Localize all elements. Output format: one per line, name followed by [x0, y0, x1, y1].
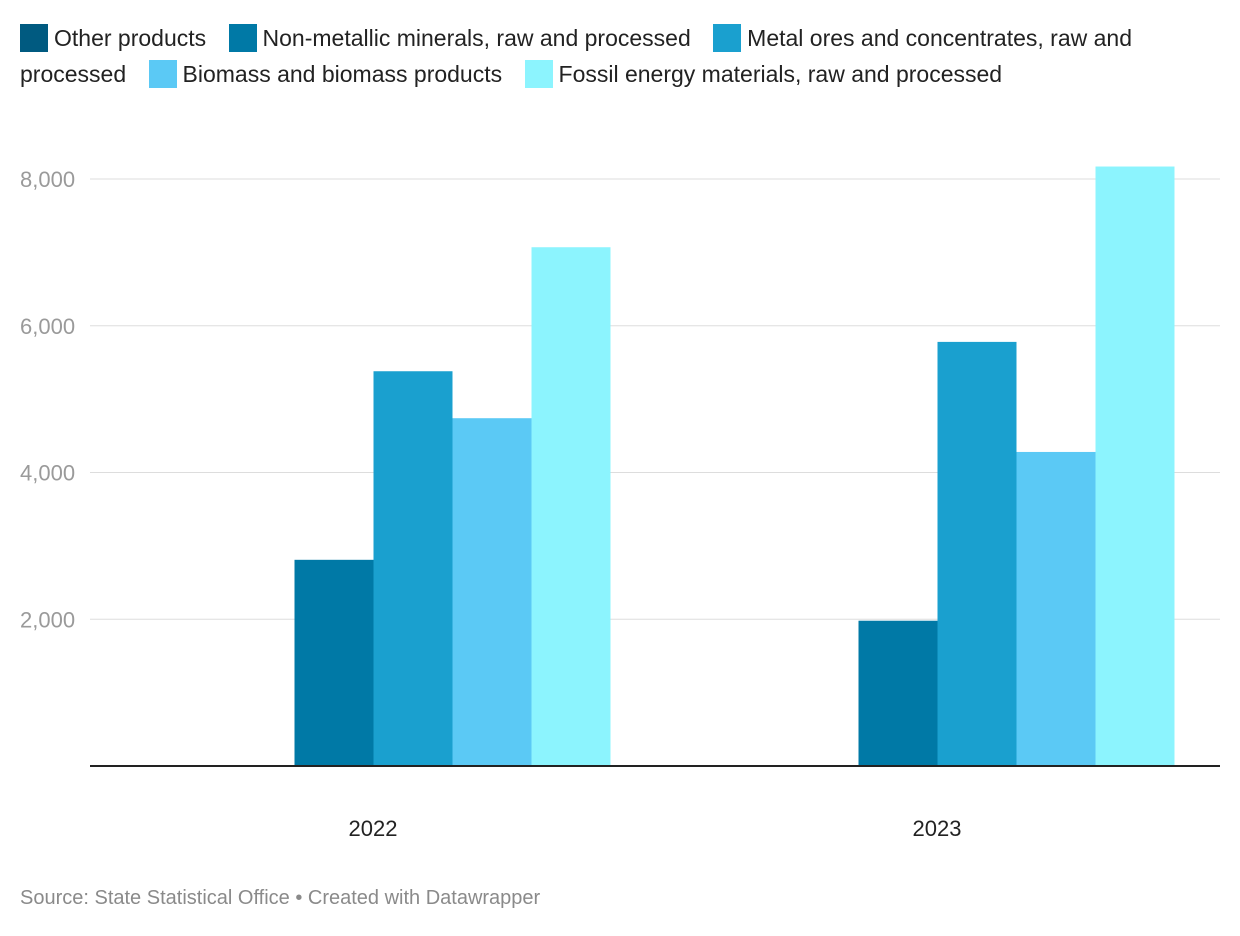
- bar: [373, 371, 453, 766]
- legend-item: Metal ores and concentrates, raw and pro…: [20, 24, 1132, 87]
- chart-legend: Other products Non-metallic minerals, ra…: [20, 20, 1225, 92]
- bar: [452, 418, 532, 766]
- y-tick-label: 6,000: [20, 314, 75, 339]
- x-category-label: 2023: [913, 816, 962, 841]
- legend-swatch: [228, 24, 257, 52]
- x-category-label: 2022: [349, 816, 398, 841]
- y-tick-label: 2,000: [20, 607, 75, 632]
- legend-swatch: [524, 60, 553, 88]
- bar: [937, 341, 1017, 766]
- legend-swatch: [148, 60, 177, 88]
- source-credit: Source: State Statistical Office • Creat…: [20, 887, 541, 909]
- legend-label: Biomass and biomass products: [182, 61, 503, 87]
- bar: [531, 247, 611, 766]
- y-tick-label: 4,000: [20, 461, 75, 486]
- legend-label: Fossil energy materials, raw and process…: [558, 61, 1003, 87]
- legend-item: Fossil energy materials, raw and process…: [524, 60, 1003, 88]
- legend-item: Non-metallic minerals, raw and processed: [228, 24, 691, 52]
- bar: [1016, 451, 1096, 766]
- bar: [858, 620, 938, 766]
- bar: [1095, 166, 1175, 766]
- legend-label: Non-metallic minerals, raw and processed: [262, 25, 691, 51]
- y-tick-label: 8,000: [20, 167, 75, 192]
- legend-item: Biomass and biomass products: [148, 60, 503, 88]
- legend-swatch: [20, 24, 48, 52]
- legend-label: Metal ores and concentrates, raw and pro…: [20, 25, 1132, 87]
- legend-swatch: [713, 24, 742, 52]
- bar: [294, 559, 374, 766]
- legend-label: Other products: [54, 25, 207, 51]
- legend-item: Other products: [20, 24, 207, 52]
